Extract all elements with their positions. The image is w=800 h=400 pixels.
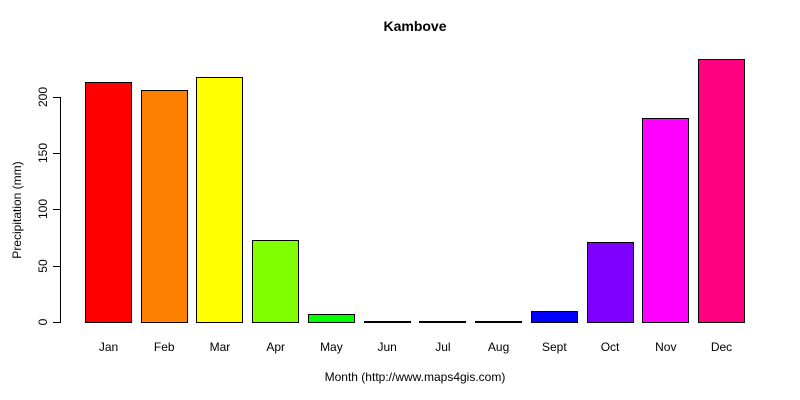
y-axis-line (60, 96, 61, 323)
bar-aug (475, 320, 523, 323)
month-label-feb: Feb (153, 340, 175, 354)
y-tick (53, 96, 60, 98)
x-axis-label: Month (http://www.maps4gis.com) (324, 370, 506, 384)
month-label-dec: Dec (710, 340, 733, 354)
y-tick-label: 100 (36, 199, 50, 220)
y-tick (53, 209, 60, 211)
y-tick (53, 152, 60, 154)
y-axis-label: Precipitation (mm) (10, 161, 24, 259)
bar-sept (530, 310, 578, 323)
bar-dec (698, 59, 746, 323)
month-label-apr: Apr (266, 340, 286, 354)
y-tick (53, 322, 60, 323)
month-label-sept: Sept (541, 340, 567, 354)
bar-mar (196, 77, 244, 323)
bar-oct (586, 241, 634, 323)
bar-apr (252, 239, 300, 323)
bar-jan (85, 81, 132, 323)
y-tick-label: 50 (36, 258, 50, 273)
y-tick (53, 265, 60, 267)
y-tick-label: 200 (36, 86, 50, 107)
month-label-may: May (320, 340, 343, 354)
month-label-nov: Nov (655, 340, 677, 354)
bar-jun (363, 320, 411, 323)
month-label-oct: Oct (600, 340, 620, 354)
y-tick-label: 0 (36, 318, 50, 326)
bar-may (307, 314, 355, 323)
month-label-jan: Jan (98, 340, 119, 354)
chart-title: Kambove (383, 18, 447, 34)
month-label-jul: Jul (435, 340, 451, 354)
bar-feb (140, 89, 188, 323)
month-label-mar: Mar (209, 340, 231, 354)
y-tick-label: 150 (36, 142, 50, 163)
bar-nov (642, 118, 690, 323)
bar-jul (419, 321, 467, 323)
month-label-aug: Aug (487, 340, 510, 354)
month-label-jun: Jun (377, 340, 397, 354)
